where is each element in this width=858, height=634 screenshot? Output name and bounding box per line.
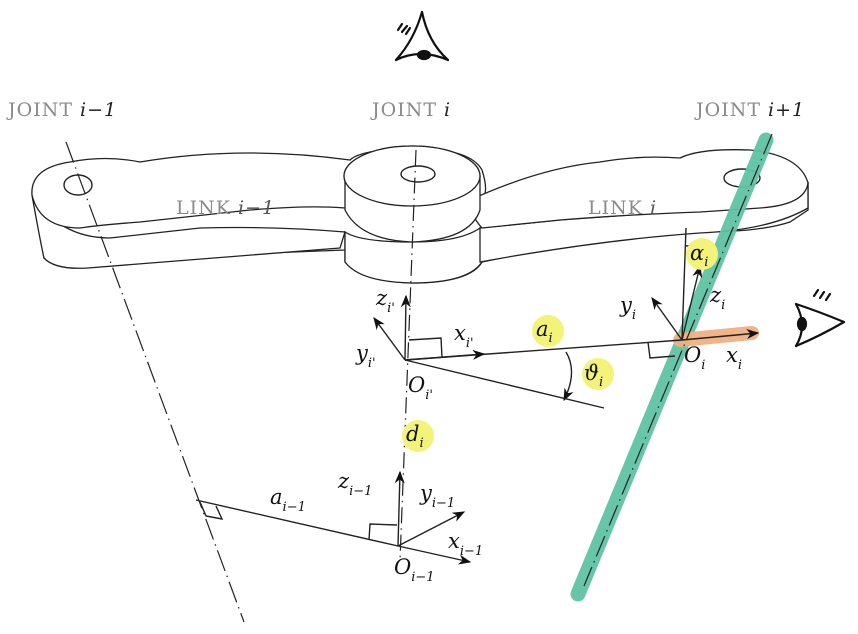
z-i-label: zi — [709, 283, 725, 313]
param-a-i-minus-1: ai−1 — [270, 485, 306, 515]
projected-x-line — [405, 360, 604, 408]
theta-arc — [564, 352, 572, 400]
y-i-prime-label: yi' — [355, 341, 376, 371]
eye-top-icon — [396, 12, 448, 60]
joint-prev-label: JOINT i−1 — [6, 99, 117, 121]
right-angle-mark — [409, 338, 442, 357]
z-i-minus-1-label: zi−1 — [337, 469, 372, 499]
y-i-minus-1-label: yi−1 — [419, 481, 455, 511]
origin-i-label: Oi — [684, 343, 705, 373]
z-i-prime-label: zi' — [375, 286, 395, 316]
origin-i-minus-1-label: Oi−1 — [394, 555, 435, 585]
right-angle-mark — [369, 524, 397, 540]
x-i-minus-1-label: xi−1 — [448, 529, 483, 559]
joint-current-label: JOINT i — [370, 99, 451, 121]
eye-side-icon — [796, 290, 844, 346]
x-i-prime-label: xi' — [454, 321, 474, 351]
y-i-label: yi — [619, 293, 636, 323]
link-current-label: LINK i — [588, 197, 657, 219]
origin-i-prime-label: Oi' — [408, 373, 433, 403]
joint-next-label: JOINT i+1 — [694, 99, 805, 121]
link-prev-label: LINK i−1 — [176, 197, 275, 219]
x-i-label: xi — [726, 343, 742, 373]
